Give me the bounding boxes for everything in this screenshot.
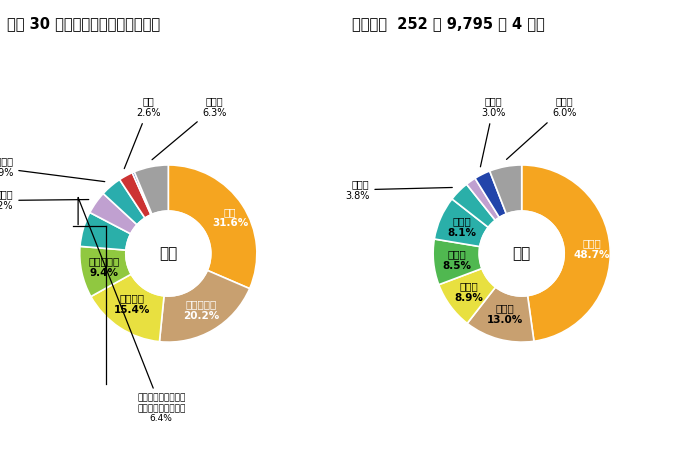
Text: 歳入: 歳入 [159, 246, 177, 261]
Text: 国庫支出金
20.2%: 国庫支出金 20.2% [184, 299, 219, 321]
Wedge shape [434, 199, 489, 247]
Text: 地方交付税
9.4%: 地方交付税 9.4% [88, 257, 120, 278]
Text: 都支出金
15.4%: 都支出金 15.4% [114, 293, 150, 315]
Text: 消防費
3.8%: 消防費 3.8% [345, 179, 452, 201]
Wedge shape [452, 184, 495, 227]
Wedge shape [467, 287, 534, 342]
Wedge shape [119, 173, 151, 218]
Text: 土木費
8.5%: 土木費 8.5% [442, 249, 471, 271]
Wedge shape [135, 165, 168, 214]
Text: 総務費
8.1%: 総務費 8.1% [447, 216, 476, 238]
Text: 地方消費税交付金
3.9%: 地方消費税交付金 3.9% [0, 156, 105, 182]
Text: 公債費
3.0%: 公債費 3.0% [480, 97, 506, 167]
Wedge shape [91, 274, 164, 342]
Wedge shape [475, 171, 506, 218]
Wedge shape [522, 165, 610, 341]
Circle shape [126, 211, 211, 296]
Wedge shape [90, 194, 137, 234]
Text: 民生費
48.7%: 民生費 48.7% [573, 238, 610, 260]
Wedge shape [159, 270, 250, 342]
Text: 国有提供施設等所在
市町村助成交付金等
6.4%: 国有提供施設等所在 市町村助成交付金等 6.4% [78, 197, 186, 423]
Text: 教育費
13.0%: 教育費 13.0% [486, 303, 523, 325]
Text: 市債
2.6%: 市債 2.6% [124, 97, 161, 169]
Wedge shape [104, 179, 145, 225]
Wedge shape [433, 239, 482, 285]
Circle shape [479, 211, 564, 296]
Wedge shape [132, 172, 152, 215]
Wedge shape [168, 165, 257, 289]
Wedge shape [80, 246, 131, 296]
Text: 歳出: 歳出 [513, 246, 531, 261]
Text: 予算総額  252 億 9,795 万 4 千円: 予算総額 252 億 9,795 万 4 千円 [352, 16, 544, 31]
Wedge shape [439, 268, 495, 323]
Wedge shape [490, 165, 522, 214]
Wedge shape [466, 178, 500, 220]
Text: 市税
31.6%: 市税 31.6% [212, 207, 248, 228]
Text: 衛生費
8.9%: 衛生費 8.9% [455, 282, 483, 303]
Text: その他
6.3%: その他 6.3% [152, 97, 226, 160]
Wedge shape [80, 213, 130, 250]
Text: 繰入金
4.2%: 繰入金 4.2% [0, 189, 89, 211]
Text: 平成 30 年度一般会計予算の構成比: 平成 30 年度一般会計予算の構成比 [7, 16, 160, 31]
Text: その他
6.0%: その他 6.0% [506, 97, 576, 160]
